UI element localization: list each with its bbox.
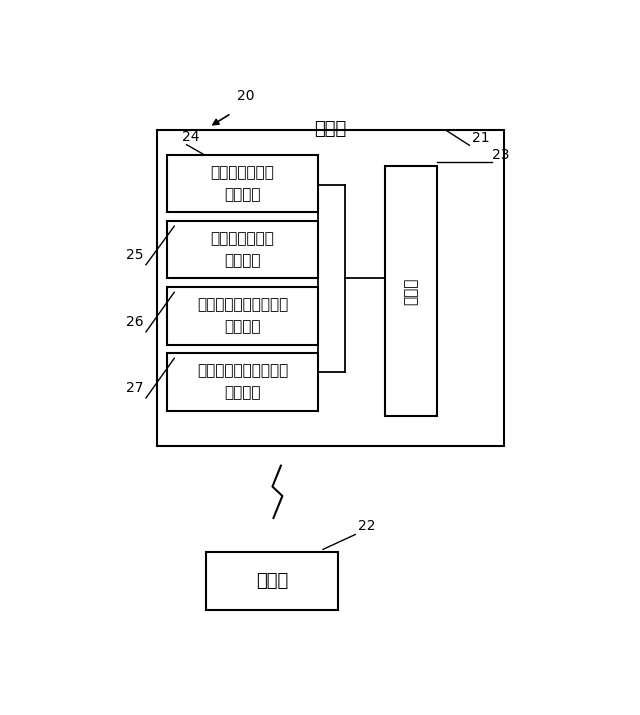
Text: 右走行レバー・ペダル
操作装置: 右走行レバー・ペダル 操作装置 — [197, 297, 288, 334]
Text: 21: 21 — [472, 132, 490, 145]
Text: 24: 24 — [182, 129, 199, 144]
Text: 22: 22 — [358, 519, 375, 533]
Text: 26: 26 — [126, 315, 143, 329]
Text: 23: 23 — [492, 148, 509, 162]
Text: 受信機: 受信機 — [314, 120, 347, 138]
Bar — [167, 221, 318, 278]
Text: 20: 20 — [237, 89, 255, 104]
Bar — [385, 166, 437, 416]
Text: 27: 27 — [126, 381, 143, 395]
Text: 制御部: 制御部 — [404, 277, 419, 305]
Text: 25: 25 — [126, 248, 143, 262]
Bar — [207, 552, 338, 610]
Bar — [167, 154, 318, 212]
Text: 右操作ハンドル
操作装置: 右操作ハンドル 操作装置 — [211, 165, 275, 202]
Text: 左走行レバー・ペダル
操作装置: 左走行レバー・ペダル 操作装置 — [197, 363, 288, 400]
Text: 左操作ハンドル
操作装置: 左操作ハンドル 操作装置 — [211, 231, 275, 268]
Bar — [157, 130, 504, 446]
Text: 送信機: 送信機 — [256, 572, 289, 590]
Bar — [167, 352, 318, 410]
Bar — [167, 287, 318, 345]
